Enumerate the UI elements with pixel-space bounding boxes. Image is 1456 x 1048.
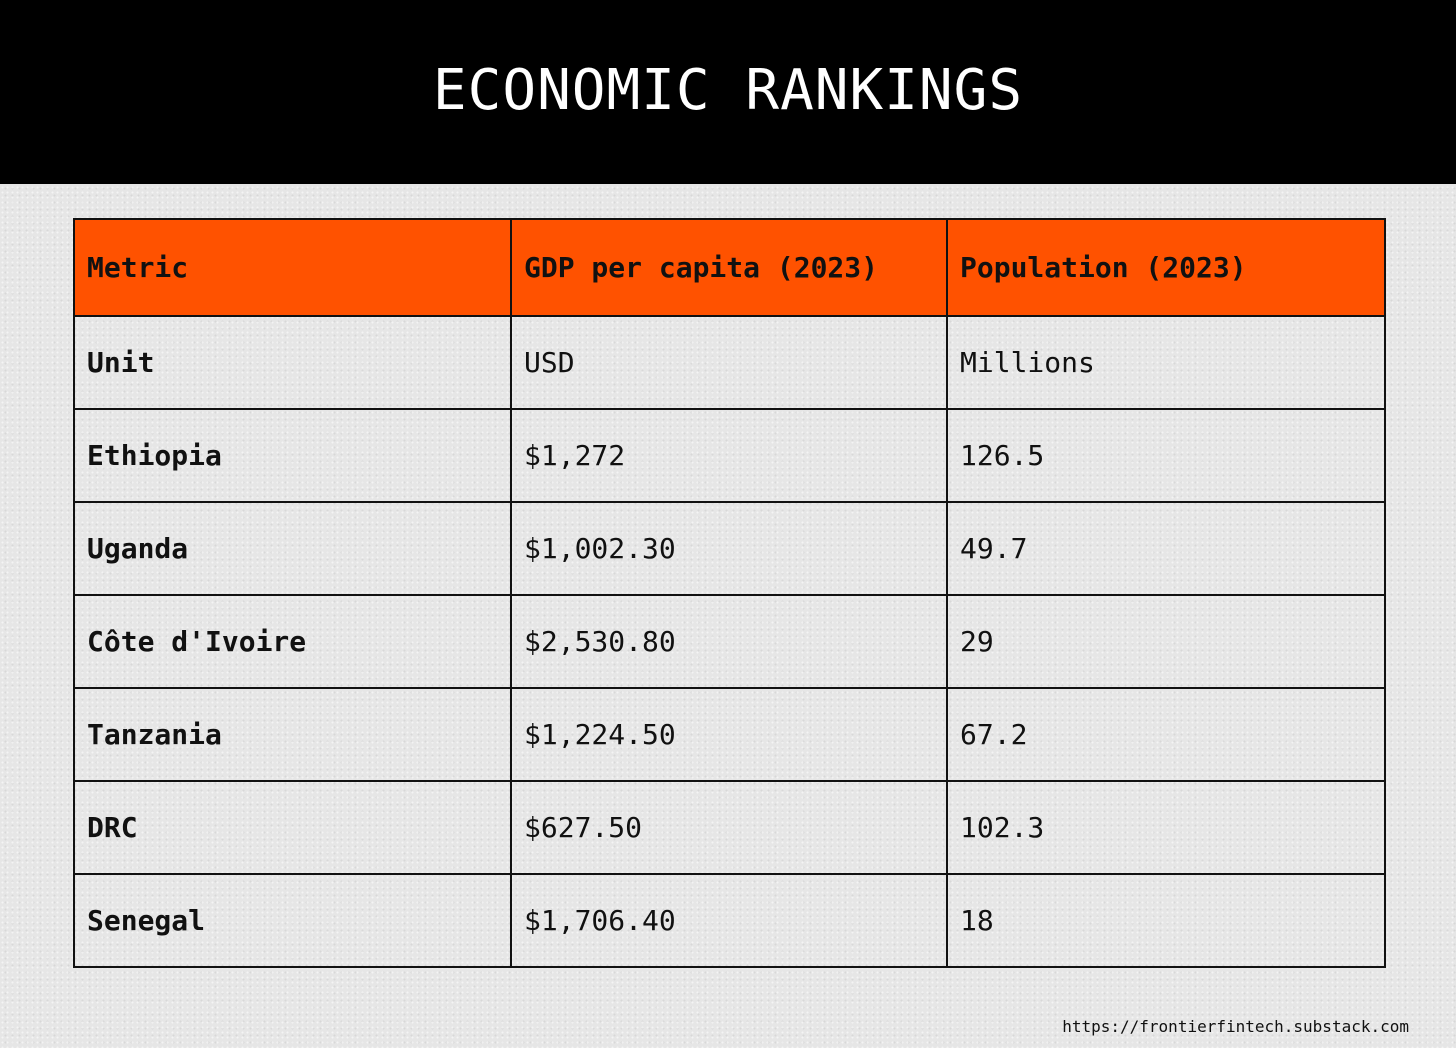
gdp-cell: $1,706.40 xyxy=(510,873,948,968)
gdp-cell: $1,272 xyxy=(510,408,948,503)
row-label: Unit xyxy=(73,315,512,410)
column-header-population: Population (2023) xyxy=(946,218,1386,317)
table-row: Ethiopia $1,272 126.5 xyxy=(73,408,1386,503)
row-label: Ethiopia xyxy=(73,408,512,503)
population-cell: 29 xyxy=(946,594,1386,689)
row-label: Tanzania xyxy=(73,687,512,782)
column-header-metric: Metric xyxy=(73,218,512,317)
population-cell: 67.2 xyxy=(946,687,1386,782)
footer-url[interactable]: https://frontierfintech.substack.com xyxy=(1062,1017,1409,1036)
table-row: Unit USD Millions xyxy=(73,315,1386,410)
gdp-cell: $2,530.80 xyxy=(510,594,948,689)
population-cell: 126.5 xyxy=(946,408,1386,503)
page-title: ECONOMIC RANKINGS xyxy=(432,57,1024,123)
row-label: Senegal xyxy=(73,873,512,968)
gdp-cell: $627.50 xyxy=(510,780,948,875)
population-cell: Millions xyxy=(946,315,1386,410)
gdp-cell: USD xyxy=(510,315,948,410)
table-header-row: Metric GDP per capita (2023) Population … xyxy=(73,218,1386,317)
table-row: Tanzania $1,224.50 67.2 xyxy=(73,687,1386,782)
table-row: Uganda $1,002.30 49.7 xyxy=(73,501,1386,596)
population-cell: 18 xyxy=(946,873,1386,968)
gdp-cell: $1,224.50 xyxy=(510,687,948,782)
population-cell: 49.7 xyxy=(946,501,1386,596)
row-label: Uganda xyxy=(73,501,512,596)
column-header-gdp-per-capita: GDP per capita (2023) xyxy=(510,218,948,317)
population-cell: 102.3 xyxy=(946,780,1386,875)
table-row: Côte d'Ivoire $2,530.80 29 xyxy=(73,594,1386,689)
economic-rankings-table: Metric GDP per capita (2023) Population … xyxy=(73,218,1386,968)
table-row: Senegal $1,706.40 18 xyxy=(73,873,1386,968)
row-label: Côte d'Ivoire xyxy=(73,594,512,689)
header-bar: ECONOMIC RANKINGS xyxy=(0,0,1456,184)
gdp-cell: $1,002.30 xyxy=(510,501,948,596)
row-label: DRC xyxy=(73,780,512,875)
table-row: DRC $627.50 102.3 xyxy=(73,780,1386,875)
